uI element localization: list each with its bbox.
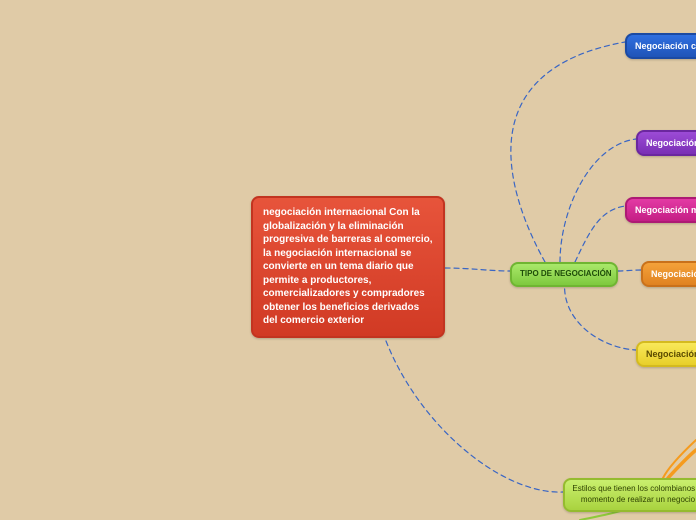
estilos-node[interactable]: Estilos que tienen los colombianos al mo… [563, 478, 696, 512]
branch-node-5[interactable]: Negociación r [636, 341, 696, 367]
mindmap-canvas: { "background_color": "#e0cba7", "viewpo… [0, 0, 696, 520]
branch-2-text: Negociación [646, 138, 696, 148]
branch-4-text: Negociación [651, 269, 696, 279]
root-text: negociación internacional Con la globali… [263, 207, 433, 326]
branch-node-2[interactable]: Negociación [636, 130, 696, 156]
branch-3-text: Negociación me [635, 205, 696, 215]
branch-node-4[interactable]: Negociación [641, 261, 696, 287]
root-node[interactable]: negociación internacional Con la globali… [251, 196, 445, 338]
branch-node-3[interactable]: Negociación me [625, 197, 696, 223]
estilos-text: Estilos que tienen los colombianos al mo… [572, 484, 696, 504]
tipo-text: TIPO DE NEGOCIACIÓN [520, 269, 612, 278]
branch-node-1[interactable]: Negociación con [625, 33, 696, 59]
tipo-node[interactable]: TIPO DE NEGOCIACIÓN [510, 262, 618, 287]
branch-5-text: Negociación r [646, 349, 696, 359]
branch-1-text: Negociación con [635, 41, 696, 51]
